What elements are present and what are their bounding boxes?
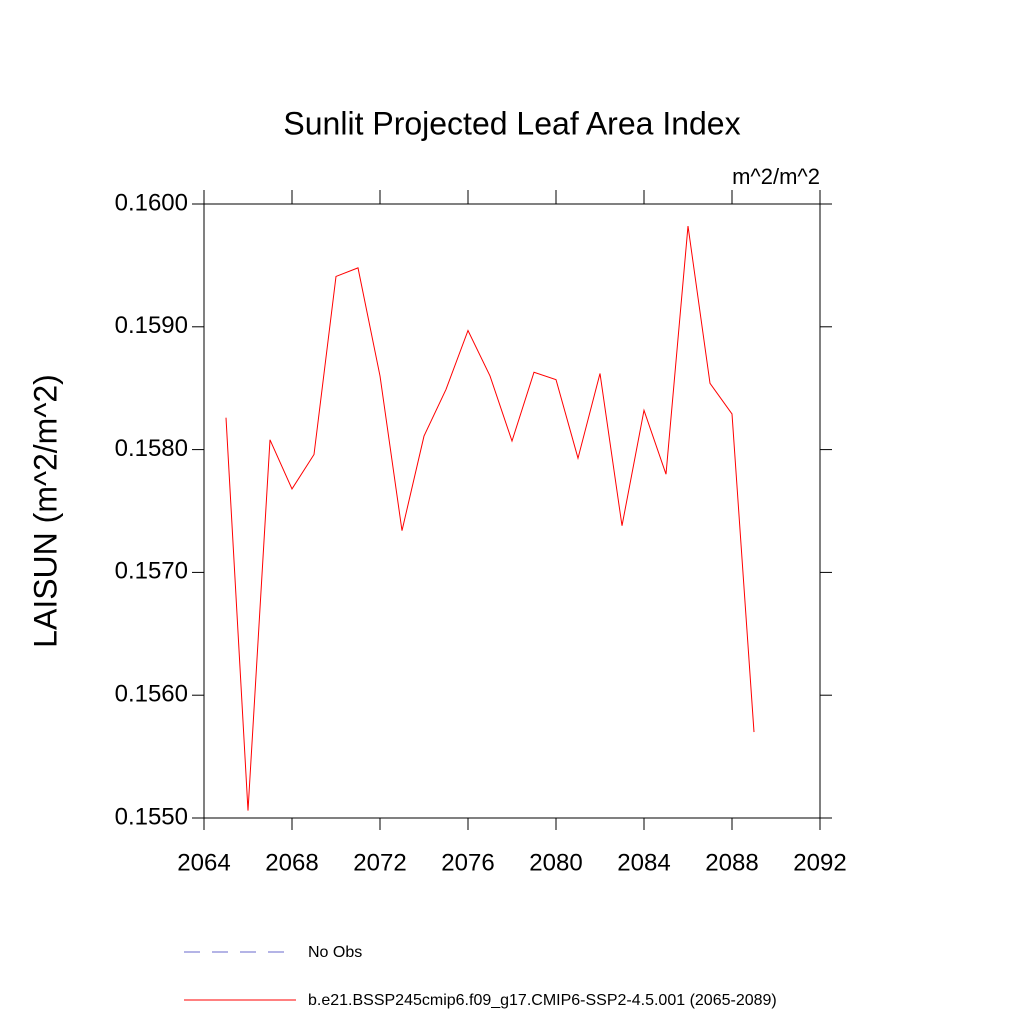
y-tick-label: 0.1560 <box>115 681 188 708</box>
y-tick-label: 0.1580 <box>115 435 188 462</box>
x-tick-label: 2072 <box>353 849 406 876</box>
legend-label: No Obs <box>308 944 362 961</box>
x-tick-label: 2080 <box>529 849 582 876</box>
x-tick-label: 2088 <box>705 849 758 876</box>
x-tick-label: 2084 <box>617 849 670 876</box>
x-tick-label: 2092 <box>793 849 846 876</box>
legend-label: b.e21.BSSP245cmip6.f09_g17.CMIP6-SSP2-4.… <box>308 992 777 1009</box>
x-tick-label: 2068 <box>265 849 318 876</box>
y-axis-label: LAISUN (m^2/m^2) <box>27 374 63 648</box>
chart-title: Sunlit Projected Leaf Area Index <box>283 105 740 141</box>
y-tick-label: 0.1550 <box>115 803 188 830</box>
y-tick-label: 0.1600 <box>115 189 188 216</box>
units-label: m^2/m^2 <box>732 164 820 189</box>
y-tick-label: 0.1570 <box>115 558 188 585</box>
x-tick-label: 2064 <box>177 849 230 876</box>
plot-frame <box>203 203 821 819</box>
data-line <box>225 226 755 811</box>
y-tick-label: 0.1590 <box>115 312 188 339</box>
x-tick-label: 2076 <box>441 849 494 876</box>
